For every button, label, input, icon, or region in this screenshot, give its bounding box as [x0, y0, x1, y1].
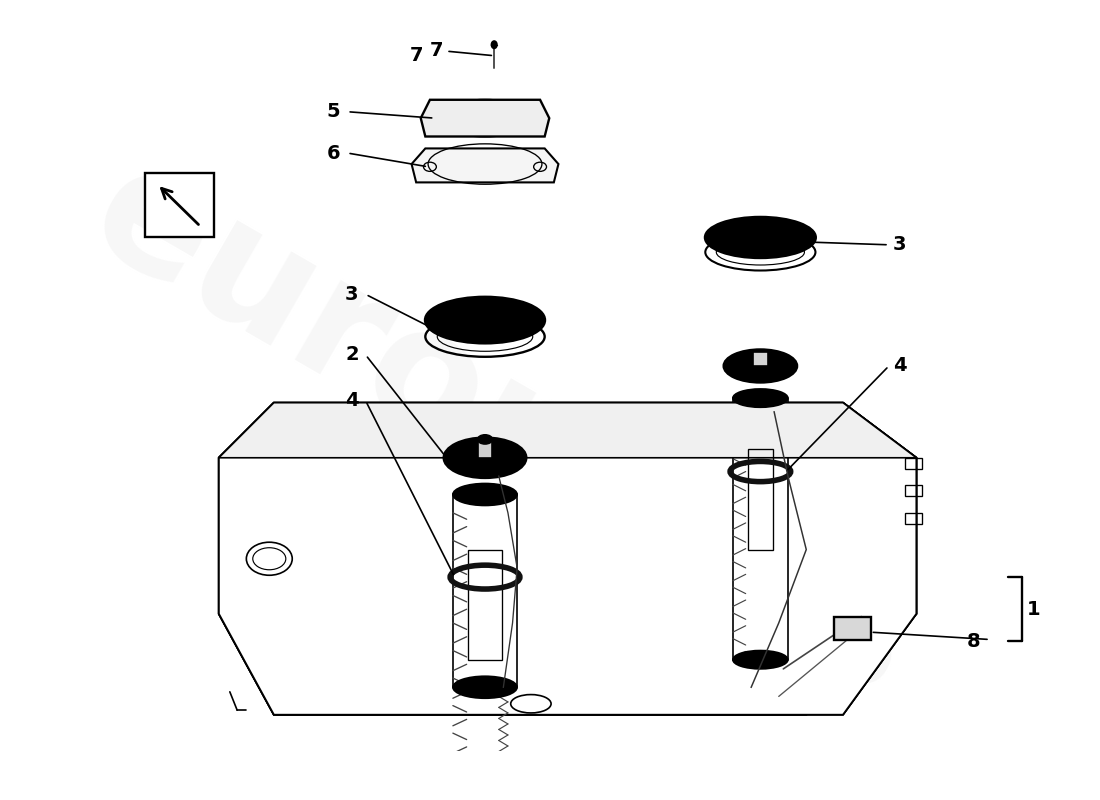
Text: 7: 7 — [430, 41, 492, 60]
Bar — [834, 617, 870, 639]
Ellipse shape — [705, 218, 815, 258]
Polygon shape — [145, 174, 214, 238]
Polygon shape — [219, 402, 916, 714]
Bar — [905, 458, 922, 469]
Polygon shape — [219, 614, 916, 714]
Text: 5: 5 — [327, 102, 340, 122]
Ellipse shape — [453, 676, 517, 698]
Text: 4: 4 — [893, 357, 906, 375]
Ellipse shape — [733, 650, 788, 669]
Ellipse shape — [531, 119, 540, 126]
Ellipse shape — [426, 297, 544, 343]
Bar — [905, 486, 922, 496]
Text: 3: 3 — [893, 235, 906, 254]
Ellipse shape — [430, 119, 439, 126]
Bar — [905, 513, 922, 524]
Text: a passion for parts since 1985: a passion for parts since 1985 — [361, 413, 774, 668]
Bar — [477, 439, 493, 458]
Text: 8: 8 — [967, 632, 980, 651]
Polygon shape — [843, 402, 916, 714]
Text: 2: 2 — [345, 346, 359, 365]
Text: 1: 1 — [1027, 600, 1041, 618]
Ellipse shape — [434, 100, 536, 137]
Polygon shape — [219, 402, 274, 714]
Polygon shape — [219, 402, 916, 458]
Ellipse shape — [477, 435, 493, 444]
Polygon shape — [411, 149, 559, 182]
Text: 7: 7 — [409, 46, 422, 66]
Ellipse shape — [724, 350, 798, 382]
Text: europarts: europarts — [64, 130, 943, 731]
Text: 3: 3 — [345, 285, 359, 304]
Bar — [754, 352, 768, 366]
Bar — [748, 449, 773, 550]
Bar — [469, 550, 502, 660]
Ellipse shape — [443, 438, 526, 478]
Text: 4: 4 — [345, 391, 359, 410]
Polygon shape — [421, 100, 549, 137]
Ellipse shape — [492, 41, 497, 48]
Ellipse shape — [733, 389, 788, 407]
Ellipse shape — [453, 483, 517, 506]
Polygon shape — [219, 402, 916, 714]
Text: 6: 6 — [327, 143, 340, 162]
